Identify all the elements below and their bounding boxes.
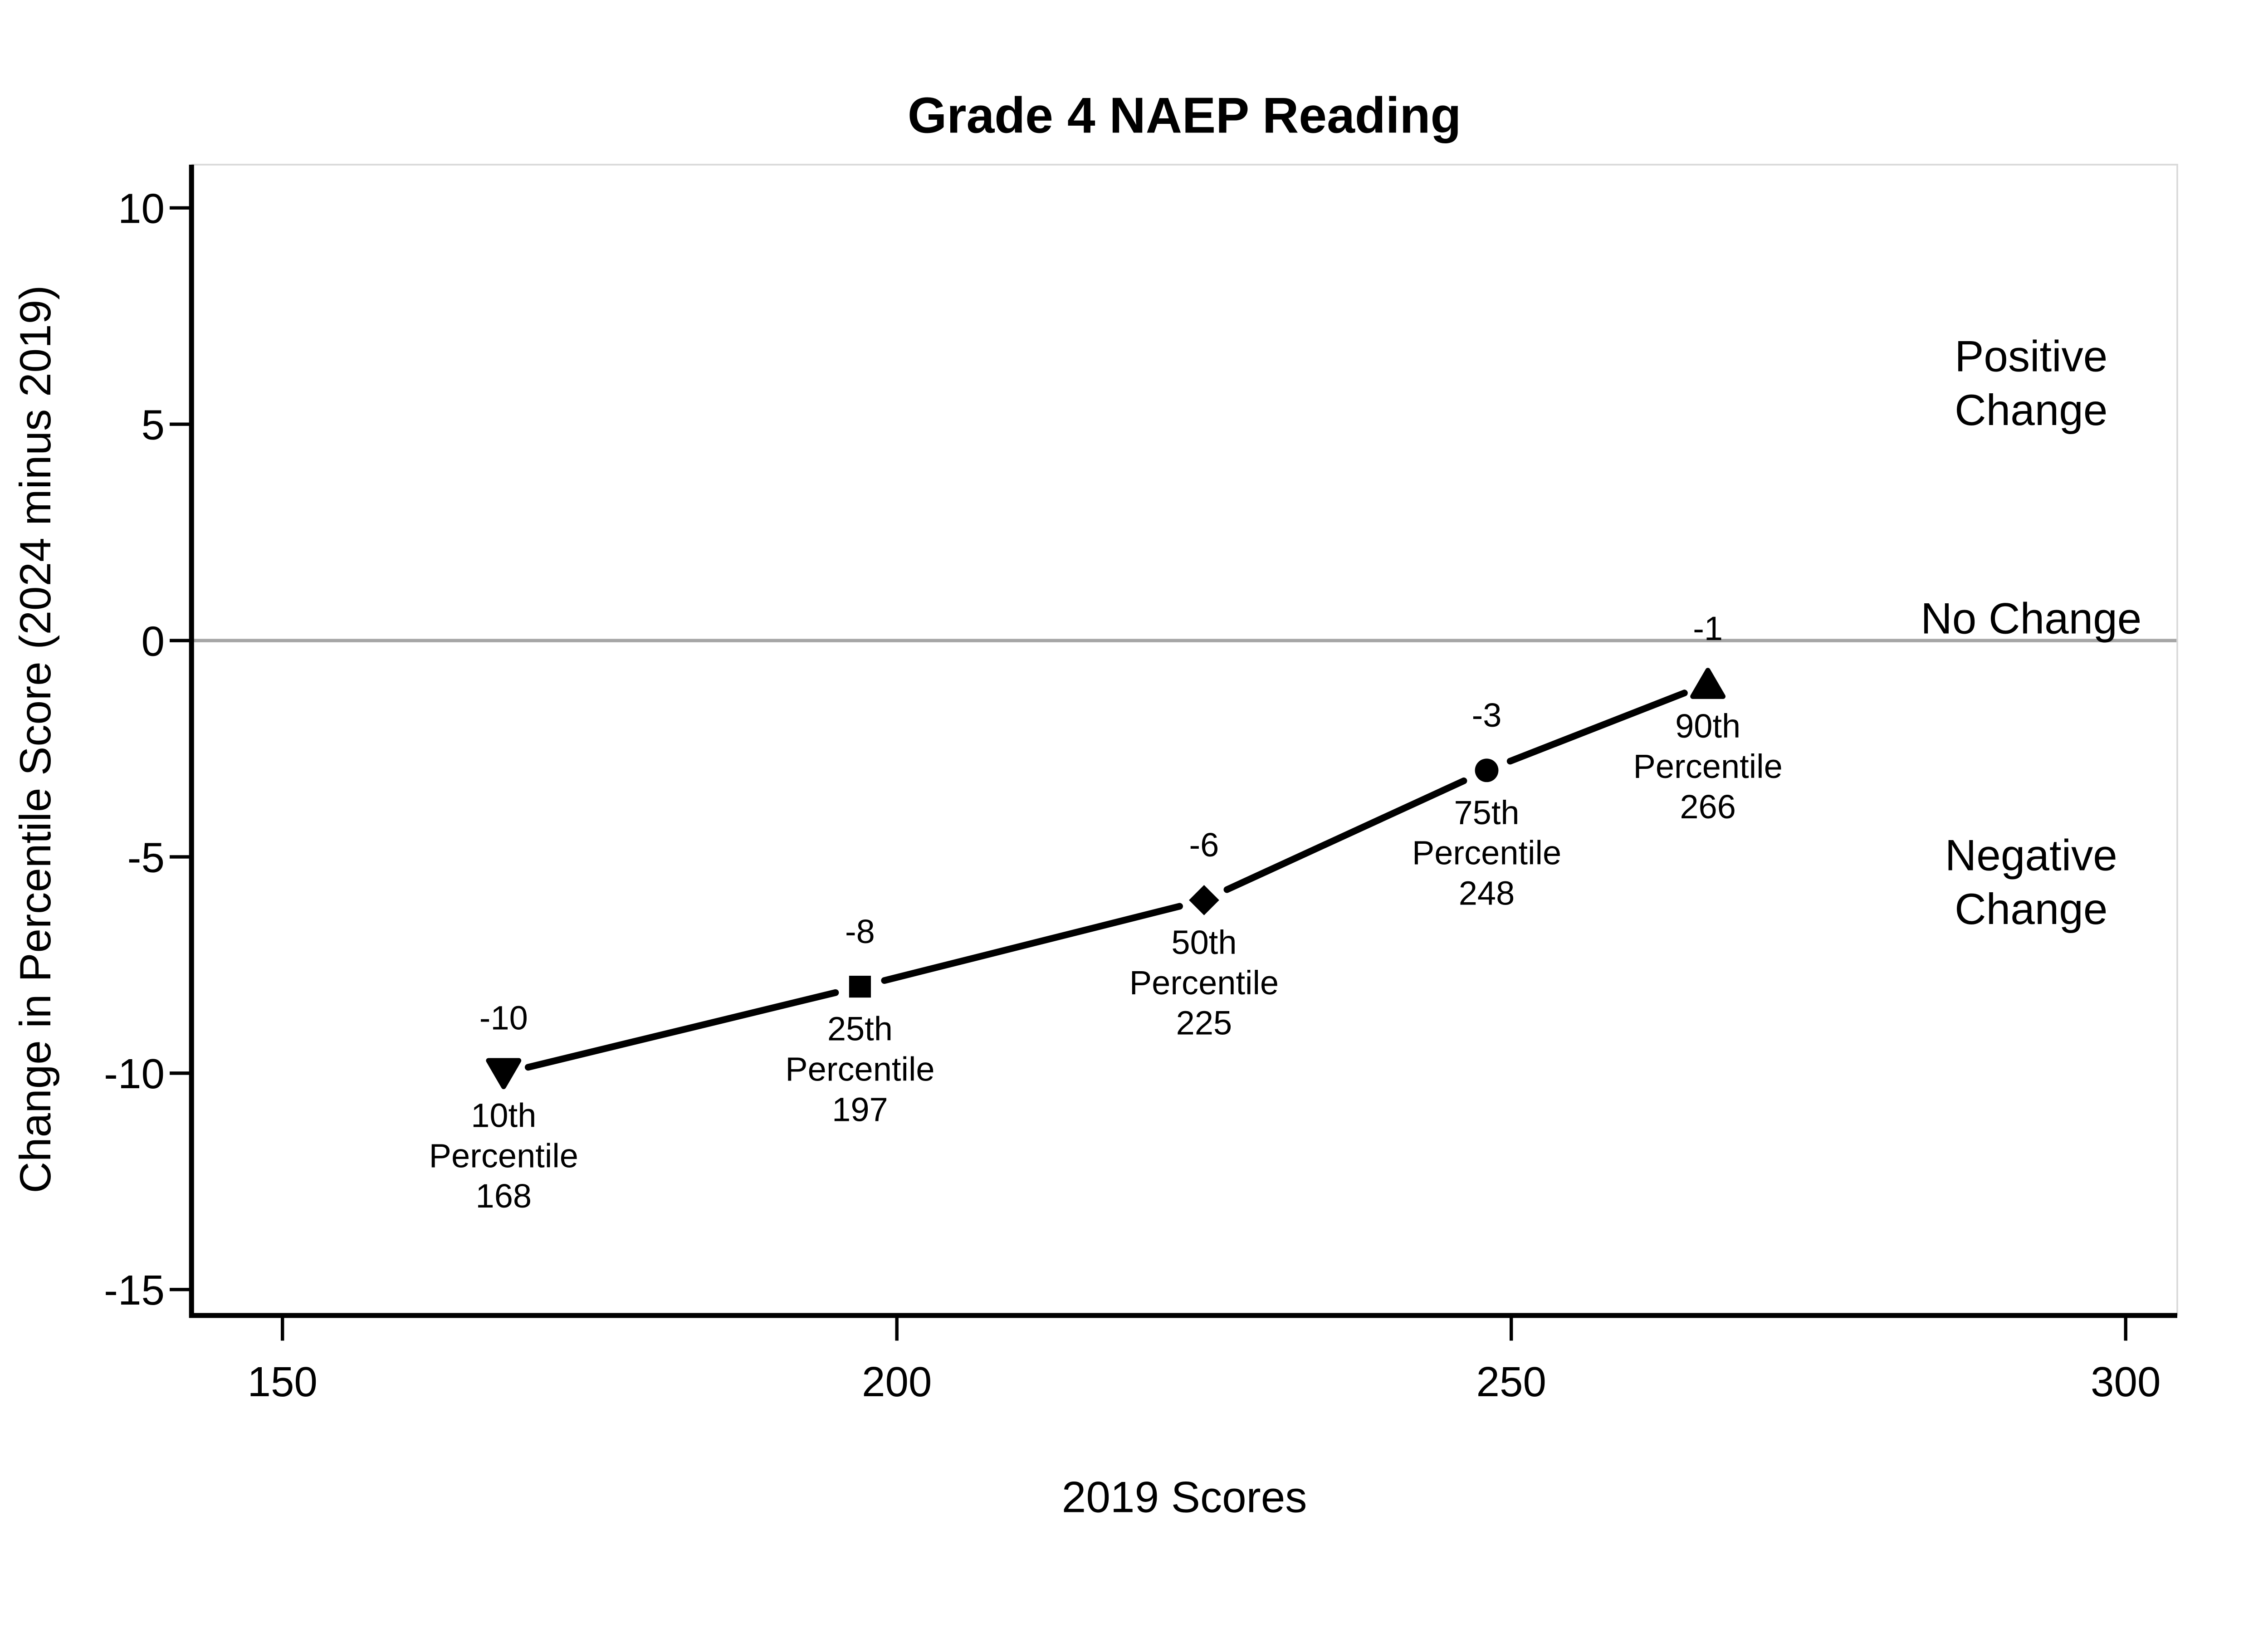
y-axis-tick-label: 0 xyxy=(141,617,164,665)
point-caption-line: 75th xyxy=(1454,794,1519,831)
series-line-segment xyxy=(1506,689,1688,765)
point-caption-line: 25th xyxy=(827,1010,893,1048)
y-axis-tick-label: -15 xyxy=(104,1266,165,1314)
series-line-segment xyxy=(1223,777,1467,893)
x-axis-title: 2019 Scores xyxy=(1062,1473,1307,1521)
data-point-marker-25th-percentile xyxy=(849,976,871,998)
point-value-label: -1 xyxy=(1693,610,1723,647)
plot-frame-light xyxy=(191,164,2178,1315)
point-caption-line: 225 xyxy=(1176,1004,1232,1042)
data-point-marker-10th-percentile xyxy=(486,1058,522,1090)
data-point-marker-90th-percentile xyxy=(1690,668,1726,699)
x-axis-tick-label: 200 xyxy=(862,1358,932,1405)
point-caption-line: Percentile xyxy=(429,1137,578,1174)
x-axis-tick-label: 150 xyxy=(247,1358,317,1405)
point-value-label: -10 xyxy=(479,999,528,1037)
point-caption-line: Percentile xyxy=(1633,748,1782,785)
point-caption-line: 10th xyxy=(471,1096,536,1134)
point-caption-line: 266 xyxy=(1680,788,1736,826)
axis-lines xyxy=(189,164,2177,1318)
y-axis-tick-label: 5 xyxy=(141,401,164,449)
point-caption-line: 90th xyxy=(1675,707,1740,745)
y-axis-tick-label: 10 xyxy=(118,185,165,232)
series-line-segment xyxy=(881,903,1183,984)
annotation-negative-change-line2: Change xyxy=(1955,885,2107,934)
point-caption-line: 197 xyxy=(832,1090,888,1128)
y-axis-title: Change in Percentile Score (2024 minus 2… xyxy=(11,285,60,1193)
chart-title: Grade 4 NAEP Reading xyxy=(908,87,1461,144)
point-caption-line: Percentile xyxy=(1412,834,1561,872)
point-value-label: -3 xyxy=(1472,696,1502,734)
annotation-positive-change-line2: Change xyxy=(1955,386,2107,435)
data-point-marker-50th-percentile xyxy=(1189,885,1219,915)
point-caption-line: 50th xyxy=(1171,924,1237,961)
point-caption-line: 248 xyxy=(1459,875,1515,912)
annotation-no-change: No Change xyxy=(1921,594,2141,643)
point-caption-line: 168 xyxy=(476,1177,532,1215)
x-axis-tick-label: 300 xyxy=(2091,1358,2160,1405)
annotation-negative-change-line1: Negative xyxy=(1945,831,2117,880)
series-line-segment xyxy=(524,989,839,1071)
point-caption-line: Percentile xyxy=(1129,964,1279,1002)
annotation-positive-change-line1: Positive xyxy=(1955,332,2107,381)
y-axis-tick-label: -10 xyxy=(104,1050,165,1097)
point-value-label: -8 xyxy=(845,913,875,950)
point-value-label: -6 xyxy=(1189,826,1219,864)
x-axis-tick-label: 250 xyxy=(1476,1358,1546,1405)
data-point-marker-75th-percentile xyxy=(1475,758,1499,782)
point-caption-line: Percentile xyxy=(785,1051,934,1088)
y-axis-tick-label: -5 xyxy=(127,834,165,881)
